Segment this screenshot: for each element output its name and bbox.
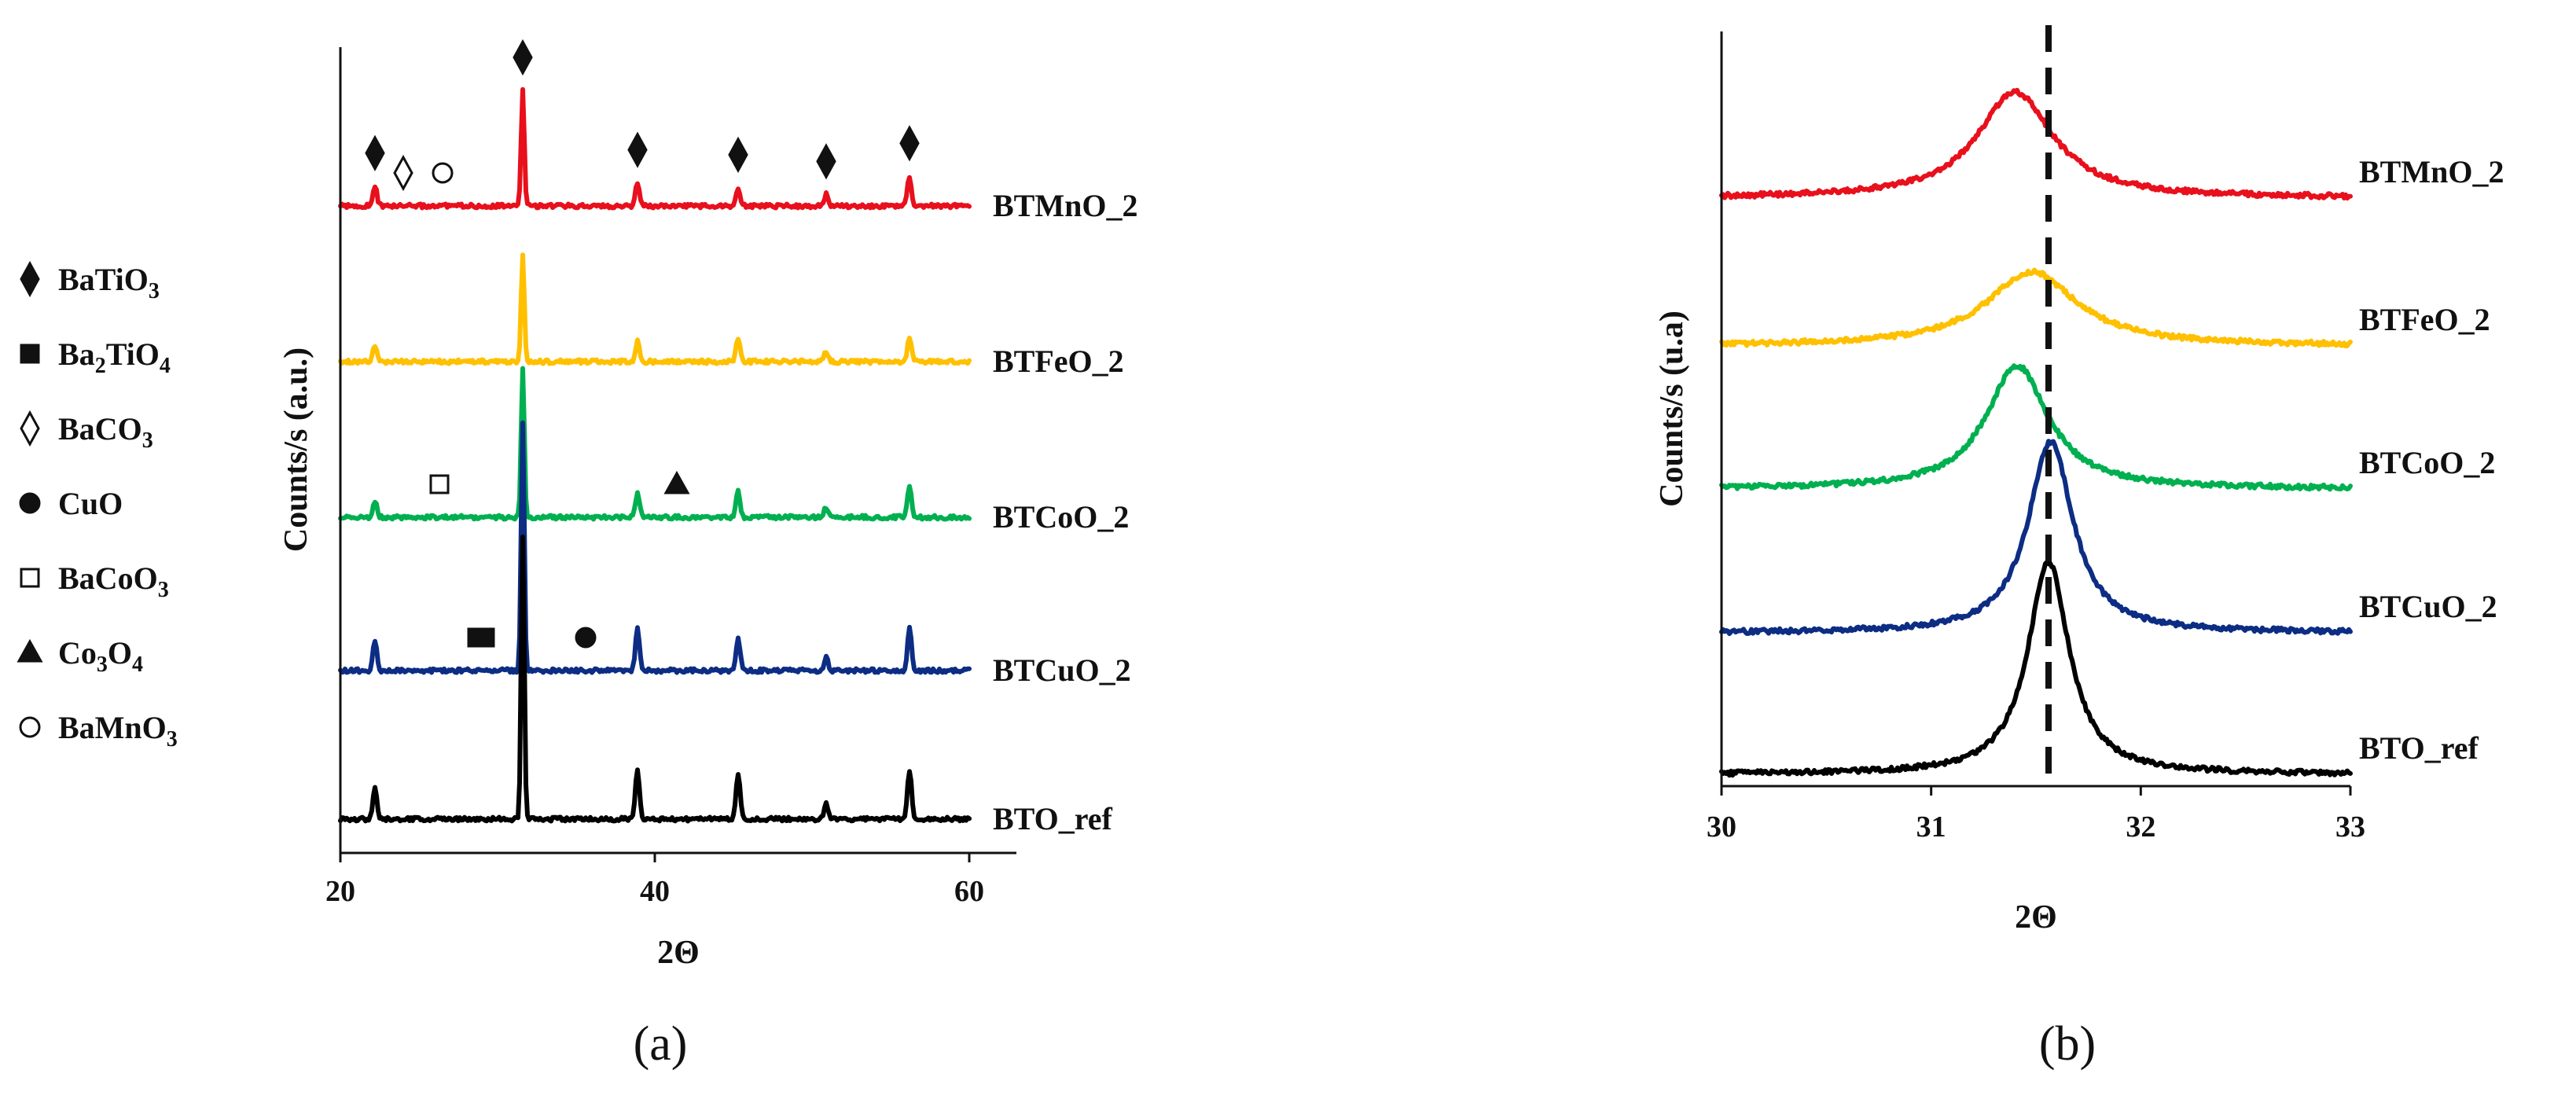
legend-filled-triangle-marker [17,638,43,663]
legend-label: CuO [58,486,123,521]
trace-bto_ref [338,535,972,824]
filled-circle-marker [575,627,597,649]
filled-diamond-marker [816,143,836,180]
filled-diamond-marker [899,125,920,162]
x-tick-label: 40 [640,875,670,908]
trace-btcuo_2 [338,420,972,675]
legend-label: Co3O4 [58,635,143,677]
panel-a-caption: (a) [634,1017,688,1071]
panel-b-y-axis-title: Counts/s (u.a) [1654,311,1690,507]
panel-b-traces [1719,87,2353,778]
x-tick-label: 20 [325,875,355,908]
x-tick-label: 31 [1916,810,1946,844]
panel-a-x-ticks: 20 40 60 [325,853,984,908]
x-tick-label: 60 [954,875,984,908]
open-circle-marker [432,162,454,184]
legend-open-square-marker [20,568,40,588]
panel-b-caption: (b) [2039,1017,2096,1071]
legend-label: BaMnO3 [58,710,178,752]
filled-diamond-marker [513,39,533,76]
legend-label: BaCoO3 [58,561,169,602]
series-label-btfeo_2: BTFeO_2 [2359,302,2490,337]
x-tick-label: 30 [1707,810,1736,844]
legend-filled-square-marker [20,344,40,364]
series-label-bto_ref: BTO_ref [993,801,1113,836]
legend-filled-diamond-marker [20,260,40,298]
panel-a-series-labels: BTMnO_2 BTFeO_2 BTCoO_2 BTCuO_2 BTO_ref [993,188,1137,836]
x-tick-label: 32 [2126,810,2155,844]
series-label-btcuo_2: BTCuO_2 [2359,589,2497,624]
filled-diamond-marker [627,131,648,168]
series-label-btcuo_2: BTCuO_2 [993,652,1131,688]
panel-b-x-ticks: 30 31 32 33 [1707,786,2365,844]
series-label-btmno_2: BTMnO_2 [993,188,1137,223]
series-label-btmno_2: BTMnO_2 [2359,154,2504,189]
panel-b-main-peak-zoom: BTMnO_2 BTFeO_2 BTCoO_2 BTCuO_2 BTO_ref 30 31… [1654,25,2504,1071]
trace-zoom-btfeo_2 [1719,267,2353,349]
open-diamond-marker [393,154,413,192]
filled-diamond-marker [365,134,385,171]
trace-zoom-btcoo_2 [1719,363,2353,492]
panel-b-x-axis-title: 2Θ [2015,899,2057,935]
series-label-btcoo_2: BTCoO_2 [993,499,1129,535]
series-label-bto_ref: BTO_ref [2359,730,2479,766]
legend-label: BaTiO3 [58,262,160,303]
trace-zoom-bto_ref [1719,560,2353,778]
open-square-marker [429,474,450,494]
panel-a-traces [338,86,972,824]
filled-square-marker [475,627,495,648]
panel-a-x-axis-title: 2Θ [657,935,700,971]
panel-a-phase-markers [365,39,920,649]
legend-filled-circle-marker [19,492,41,514]
x-tick-label: 33 [2335,810,2365,844]
filled-diamond-marker [728,136,748,174]
filled-triangle-marker [663,470,690,494]
panel-a-legend: BaTiO3 Ba2TiO4 BaCO3 CuO BaCoO3 Co3O4 BaMnO3 [17,260,178,752]
legend-open-circle-marker [19,716,41,738]
panel-a-xrd-patterns: BTMnO_2 BTFeO_2 BTCoO_2 BTCuO_2 BTO_ref 20 40… [17,39,1137,1071]
trace-zoom-btcuo_2 [1719,439,2353,637]
series-label-btfeo_2: BTFeO_2 [993,344,1124,379]
trace-btfeo_2 [338,252,972,366]
legend-open-diamond-marker [20,410,40,447]
trace-btmno_2 [338,86,972,211]
trace-zoom-btmno_2 [1719,87,2353,201]
panel-b-series-labels: BTMnO_2 BTFeO_2 BTCoO_2 BTCuO_2 BTO_ref [2359,154,2504,766]
trace-btcoo_2 [338,366,972,522]
panel-a-y-axis-title: Counts/s (a.u.) [278,347,314,552]
legend-label: BaCO3 [58,411,153,453]
series-label-btcoo_2: BTCoO_2 [2359,445,2495,480]
legend-label: Ba2TiO4 [58,336,171,378]
